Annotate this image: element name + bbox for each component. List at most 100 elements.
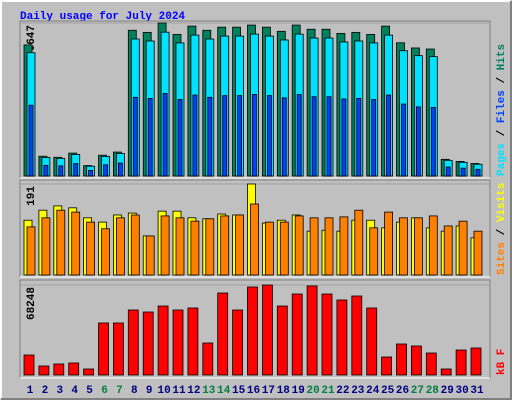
bar	[127, 309, 139, 376]
bar	[103, 164, 108, 177]
bar	[399, 217, 408, 276]
bar	[425, 352, 437, 376]
bar	[43, 164, 49, 177]
bar	[118, 162, 123, 177]
legend-separator: /	[496, 123, 508, 143]
legend: kB F	[496, 349, 508, 375]
x-tick-label: 20	[306, 385, 319, 397]
bar	[130, 214, 140, 276]
bar	[23, 354, 35, 376]
legend-separator: /	[496, 222, 508, 242]
bar	[98, 322, 109, 376]
bar	[202, 342, 214, 376]
bar	[192, 94, 198, 177]
bar	[142, 311, 154, 376]
bar	[381, 356, 393, 376]
bar	[369, 227, 379, 276]
x-tick-label: 15	[232, 385, 246, 397]
x-tick-label: 27	[411, 385, 424, 397]
bar	[162, 92, 168, 177]
bar	[296, 94, 302, 177]
x-tick-label: 21	[321, 385, 335, 397]
x-tick-label: 3	[56, 385, 63, 397]
chart-title: Daily usage for July 2024	[20, 11, 185, 23]
bar	[430, 107, 436, 177]
bar	[366, 307, 378, 376]
bar	[101, 228, 110, 276]
x-tick-label: 11	[172, 385, 186, 397]
bar	[220, 215, 230, 276]
bar	[281, 97, 287, 177]
bar	[58, 165, 64, 177]
bar	[232, 309, 244, 376]
x-tick-label: 8	[131, 385, 138, 397]
legend-entry: Visits	[496, 183, 508, 223]
x-tick-label: 19	[292, 385, 305, 397]
legend-entry: kB F	[496, 349, 508, 375]
x-tick-label: 30	[455, 385, 468, 397]
bar	[252, 94, 257, 177]
bar	[415, 106, 421, 177]
bar	[26, 226, 36, 276]
bar	[371, 99, 377, 177]
bar	[86, 221, 95, 276]
bar	[440, 368, 452, 376]
bar	[443, 225, 453, 276]
x-tick-label: 22	[336, 385, 349, 397]
bar	[41, 217, 51, 276]
x-tick-label: 29	[441, 385, 454, 397]
bar	[264, 221, 274, 276]
x-tick-label: 17	[262, 385, 275, 397]
legend-separator: /	[496, 70, 508, 90]
x-tick-label: 12	[187, 385, 200, 397]
x-tick-label: 31	[470, 385, 484, 397]
bar	[306, 285, 318, 376]
bar	[276, 305, 288, 376]
legend-entry: Pages	[496, 143, 508, 176]
bar	[172, 309, 184, 376]
bar	[88, 169, 93, 177]
bar	[205, 218, 215, 276]
x-tick-label: 26	[396, 385, 409, 397]
bar	[247, 286, 258, 376]
bar	[53, 363, 65, 376]
x-tick-label: 25	[381, 385, 395, 397]
bar	[339, 216, 349, 276]
bar	[187, 307, 199, 376]
bar	[294, 215, 304, 276]
bar	[445, 166, 451, 177]
bar	[175, 217, 185, 276]
bar	[28, 104, 34, 177]
x-tick-label: 16	[247, 385, 260, 397]
bar	[160, 215, 170, 276]
legend: Sites / Visits	[496, 183, 508, 275]
x-tick-label: 23	[351, 385, 365, 397]
x-tick-label: 7	[116, 385, 123, 397]
bar	[309, 217, 319, 276]
bar	[321, 293, 333, 376]
legend-entry: Files	[496, 90, 508, 123]
bar	[410, 345, 422, 376]
legend-entry: Sites	[496, 242, 508, 275]
x-tick-label: 13	[202, 385, 216, 397]
bar	[460, 167, 466, 177]
x-tick-label: 9	[146, 385, 153, 397]
bar	[217, 292, 229, 376]
bar	[473, 230, 483, 276]
bar	[145, 235, 155, 276]
bar	[56, 209, 66, 276]
bar	[38, 365, 50, 376]
bar	[396, 343, 407, 376]
bar	[470, 347, 482, 376]
bar	[311, 96, 317, 177]
bar	[291, 293, 303, 376]
bar	[71, 211, 81, 276]
bar	[354, 209, 364, 276]
bar	[207, 96, 213, 177]
x-tick-label: 5	[86, 385, 93, 397]
bar	[235, 214, 245, 276]
bar	[455, 349, 467, 376]
bar	[157, 305, 169, 376]
